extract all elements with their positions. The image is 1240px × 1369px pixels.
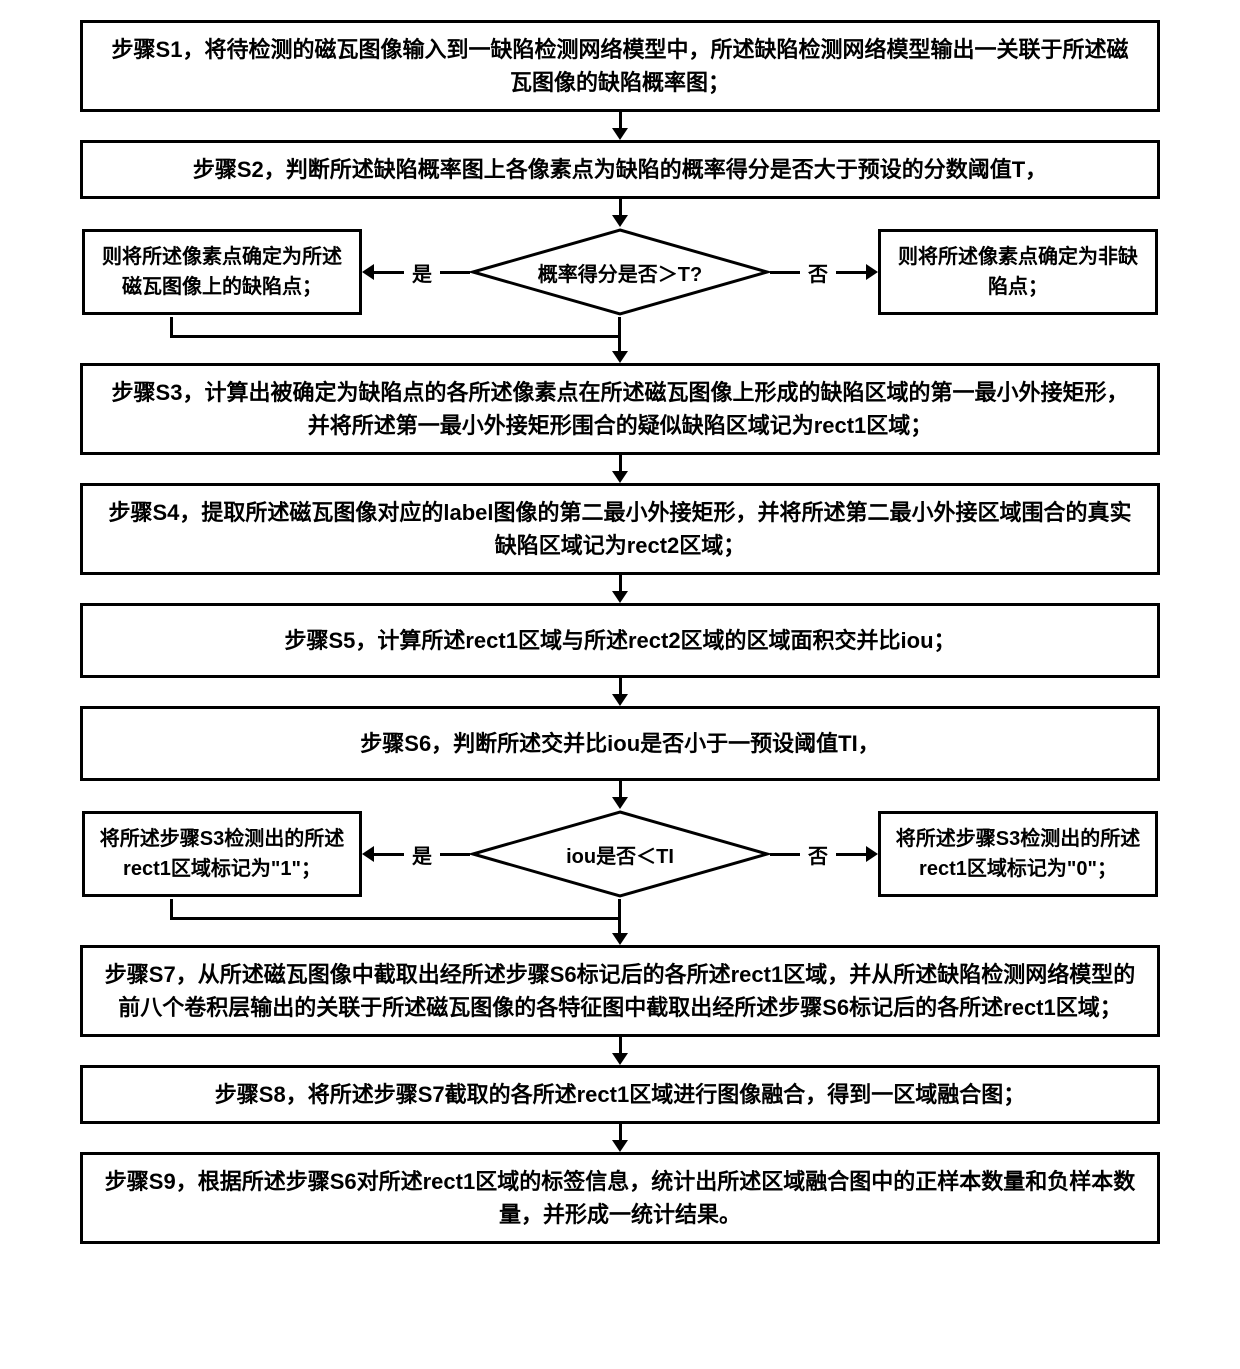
decision-2-text: iou是否＜TI xyxy=(566,840,674,869)
merge-2 xyxy=(20,899,1220,935)
arrow-down-icon xyxy=(612,694,628,706)
flowchart-container: 步骤S1，将待检测的磁瓦图像输入到一缺陷检测网络模型中，所述缺陷检测网络模型输出… xyxy=(20,20,1220,1244)
arrow-down-icon xyxy=(612,591,628,603)
no-label: 否 xyxy=(800,840,836,869)
decision-2: iou是否＜TI xyxy=(470,809,770,899)
arrow-down-icon xyxy=(612,1140,628,1152)
step-s6: 步骤S6，判断所述交并比iou是否小于一预设阈值TI， xyxy=(80,706,1160,781)
connector-right: 否 xyxy=(770,840,878,869)
arrow-right-icon xyxy=(866,264,878,280)
no-label: 否 xyxy=(800,258,836,287)
d2-right-box: 将所述步骤S3检测出的所述rect1区域标记为"0"； xyxy=(878,811,1158,897)
arrow-left-icon xyxy=(362,846,374,862)
d1-left-box: 则将所述像素点确定为所述磁瓦图像上的缺陷点； xyxy=(82,229,362,315)
step-s4: 步骤S4，提取所述磁瓦图像对应的label图像的第二最小外接矩形，并将所述第二最… xyxy=(80,483,1160,575)
connector-left: 是 xyxy=(362,840,470,869)
step-s1: 步骤S1，将待检测的磁瓦图像输入到一缺陷检测网络模型中，所述缺陷检测网络模型输出… xyxy=(80,20,1160,112)
merge-1 xyxy=(20,317,1220,353)
step-s8: 步骤S8，将所述步骤S7截取的各所述rect1区域进行图像融合，得到一区域融合图… xyxy=(80,1065,1160,1124)
arrow-down-icon xyxy=(612,471,628,483)
step-s9: 步骤S9，根据所述步骤S6对所述rect1区域的标签信息，统计出所述区域融合图中… xyxy=(80,1152,1160,1244)
step-s3: 步骤S3，计算出被确定为缺陷点的各所述像素点在所述磁瓦图像上形成的缺陷区域的第一… xyxy=(80,363,1160,455)
decision-1-row: 则将所述像素点确定为所述磁瓦图像上的缺陷点； 是 概率得分是否＞T? 否 则将所… xyxy=(20,227,1220,317)
step-s7: 步骤S7，从所述磁瓦图像中截取出经所述步骤S6标记后的各所述rect1区域，并从… xyxy=(80,945,1160,1037)
step-s5: 步骤S5，计算所述rect1区域与所述rect2区域的区域面积交并比iou； xyxy=(80,603,1160,678)
d1-right-box: 则将所述像素点确定为非缺陷点； xyxy=(878,229,1158,315)
arrow-left-icon xyxy=(362,264,374,280)
connector-right: 否 xyxy=(770,258,878,287)
yes-label: 是 xyxy=(404,258,440,287)
connector-left: 是 xyxy=(362,258,470,287)
step-s2: 步骤S2，判断所述缺陷概率图上各像素点为缺陷的概率得分是否大于预设的分数阈值T， xyxy=(80,140,1160,199)
arrow-down-icon xyxy=(612,128,628,140)
arrow-right-icon xyxy=(866,846,878,862)
decision-1-text: 概率得分是否＞T? xyxy=(538,258,702,287)
yes-label: 是 xyxy=(404,840,440,869)
decision-1: 概率得分是否＞T? xyxy=(470,227,770,317)
decision-2-row: 将所述步骤S3检测出的所述rect1区域标记为"1"； 是 iou是否＜TI 否… xyxy=(20,809,1220,899)
d2-left-box: 将所述步骤S3检测出的所述rect1区域标记为"1"； xyxy=(82,811,362,897)
arrow-down-icon xyxy=(612,1053,628,1065)
arrow-down-icon xyxy=(612,215,628,227)
arrow-down-icon xyxy=(612,797,628,809)
